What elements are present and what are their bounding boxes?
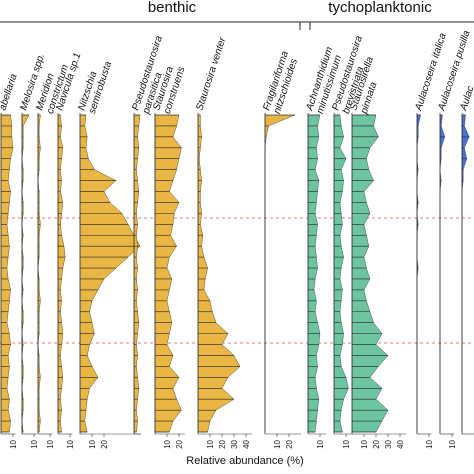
- taxon-label-line: Staurosira venter: [194, 35, 228, 111]
- abundance-area: [333, 114, 349, 433]
- x-tick-label: 10: [163, 439, 172, 448]
- abundance-area: [307, 114, 321, 433]
- taxon-label: Fragilariformanitzschioides: [261, 49, 301, 115]
- abundance-area: [57, 114, 66, 433]
- x-axis-label: Relative abundance (%): [186, 455, 303, 467]
- x-tick-label: 10: [9, 439, 18, 448]
- group-bracket: [309, 21, 474, 30]
- abundance-area: [197, 114, 241, 433]
- x-tick-label: 10: [30, 439, 39, 448]
- abundance-area: [21, 114, 30, 433]
- abundance-area: [461, 114, 470, 432]
- x-tick-label: 40: [242, 439, 251, 448]
- x-tick-label: 20: [100, 439, 109, 448]
- abundance-area: [79, 114, 141, 433]
- x-tick-label: 10: [448, 439, 457, 448]
- x-tick-label: 30: [384, 439, 393, 448]
- taxon-label: Nitzschiasemirobusta: [76, 56, 114, 115]
- x-tick-label: 10: [425, 439, 434, 448]
- x-tick-label: 10: [88, 439, 97, 448]
- x-tick-label: 10: [342, 439, 351, 448]
- x-tick-label: 10: [360, 439, 369, 448]
- abundance-area: [351, 114, 389, 433]
- x-tick-label: 40: [396, 439, 405, 448]
- group-label: tychoplanktonic: [328, 0, 432, 16]
- x-tick-label: 20: [175, 439, 184, 448]
- taxon-label: Staurosira venter: [194, 35, 228, 111]
- abundance-area: [0, 114, 14, 433]
- group-bracket: [0, 21, 310, 30]
- taxon-label: Aulac: [458, 85, 474, 113]
- x-tick-label: 30: [230, 439, 239, 448]
- group-label: benthic: [148, 0, 197, 16]
- x-tick-label: 10: [66, 439, 75, 448]
- abundance-area: [264, 114, 296, 432]
- taxon-label: abellaria: [0, 72, 20, 112]
- x-tick-label: 10: [46, 439, 55, 448]
- x-tick-label: 10: [316, 439, 325, 448]
- abundance-area: [416, 114, 421, 432]
- abundance-area: [439, 114, 446, 432]
- abundance-area: [133, 114, 141, 433]
- x-tick-label: 20: [218, 439, 227, 448]
- taxon-label-line: Aulac: [458, 85, 474, 113]
- abundance-area: [154, 114, 182, 433]
- taxon-label-line: abellaria: [0, 72, 20, 112]
- x-tick-label: 10: [206, 439, 215, 448]
- x-tick-label: 20: [285, 439, 294, 448]
- x-tick-label: 10: [273, 439, 282, 448]
- x-tick-label: 20: [372, 439, 381, 448]
